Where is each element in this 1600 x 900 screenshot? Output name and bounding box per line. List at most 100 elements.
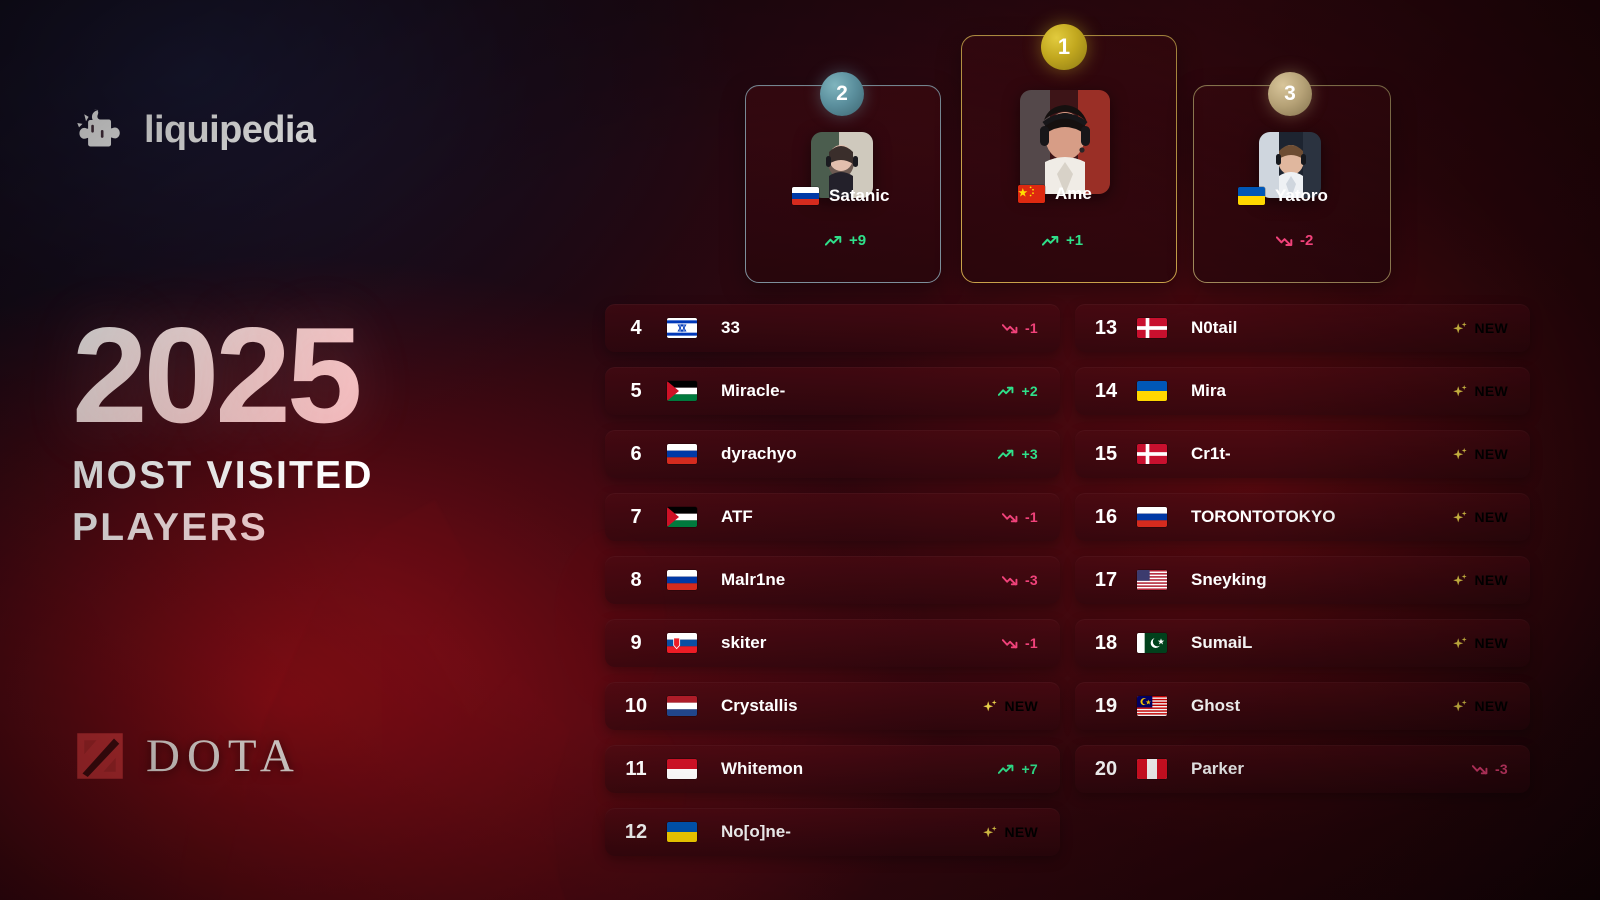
player-name: Sneyking <box>1191 570 1267 589</box>
rank-number: 20 <box>1094 757 1118 780</box>
podium-trend-rank-3: -2 <box>1276 232 1313 249</box>
trend-value: NEW <box>1474 383 1508 399</box>
flag-us-icon <box>1137 570 1167 590</box>
trending-down-icon <box>1471 764 1488 774</box>
avatar-rank-1 <box>1020 90 1110 194</box>
sparkles-icon <box>1453 447 1468 459</box>
ranking-row[interactable]: 20 Parker -3 <box>1075 745 1530 793</box>
trend-value: NEW <box>1474 320 1508 336</box>
ranking-row[interactable]: 11 Whitemon +7 <box>605 745 1060 793</box>
rank-number: 14 <box>1094 379 1118 402</box>
trend-indicator: NEW <box>982 698 1038 714</box>
medal-badge-rank-2: 2 <box>820 72 864 116</box>
trend-value: NEW <box>1474 509 1508 525</box>
player-name: Whitemon <box>721 759 804 778</box>
sparkles-icon <box>1453 384 1468 396</box>
flag-pe-icon <box>1137 759 1167 779</box>
ranking-row[interactable]: 7 ATF -1 <box>605 493 1060 541</box>
rank-number: 5 <box>630 379 642 402</box>
trend-value: +7 <box>1021 761 1038 777</box>
left-hero-panel: liquipedia 2025 MOST VISITED PLAYERS DOT… <box>0 0 600 900</box>
ranking-row[interactable]: 10 Crystallis NEW <box>605 682 1060 730</box>
player-name: ATF <box>721 507 753 526</box>
trending-down-icon <box>1001 323 1018 333</box>
podium-name-rank-2: Satanic <box>792 186 889 206</box>
flag-ua-icon <box>667 822 697 842</box>
player-name: Cr1t- <box>1191 444 1231 463</box>
player-name: Parker <box>1191 759 1244 778</box>
flag-jo-icon <box>667 507 697 527</box>
trend-indicator: +3 <box>998 446 1038 462</box>
player-name: Mira <box>1191 381 1226 400</box>
trend-value: -1 <box>1024 635 1038 651</box>
headline-year: 2025 <box>72 307 374 442</box>
ranking-row[interactable]: 19 Ghost NEW <box>1075 682 1530 730</box>
sparkles-icon <box>1453 636 1468 648</box>
trend-value: +9 <box>849 232 867 249</box>
flag-ua-icon <box>1137 381 1167 401</box>
trend-value: NEW <box>1474 446 1508 462</box>
trend-value: -1 <box>1024 509 1038 525</box>
sparkles-icon <box>1453 321 1468 333</box>
ranking-row[interactable]: 18 SumaiL NEW <box>1075 619 1530 667</box>
trending-down-icon <box>1001 512 1018 522</box>
trend-value: -2 <box>1300 232 1314 249</box>
ranking-row[interactable]: 9 skiter -1 <box>605 619 1060 667</box>
trend-indicator: -1 <box>1001 635 1038 651</box>
rank-number: 19 <box>1094 694 1118 717</box>
flag-pk-icon <box>1137 633 1167 653</box>
ranking-row[interactable]: 8 Malr1ne -3 <box>605 556 1060 604</box>
sparkles-icon <box>983 825 998 837</box>
trend-indicator: NEW <box>1452 635 1508 651</box>
trend-indicator: NEW <box>1452 383 1508 399</box>
rank-number: 10 <box>624 694 648 717</box>
trend-indicator: -1 <box>1001 320 1038 336</box>
trend-indicator: +2 <box>998 383 1038 399</box>
ranking-row[interactable]: 12 No[o]ne- NEW <box>605 808 1060 856</box>
trend-value: -1 <box>1024 320 1038 336</box>
rank-number: 6 <box>630 442 642 465</box>
flag-nl-icon <box>667 696 697 716</box>
rank-number: 4 <box>630 316 642 339</box>
trend-value: NEW <box>1004 824 1038 840</box>
flag-ru-icon <box>792 187 819 205</box>
ranking-row[interactable]: 16 TORONTOTOKYO NEW <box>1075 493 1530 541</box>
trend-indicator: NEW <box>982 824 1038 840</box>
dota-logo-icon <box>77 733 123 779</box>
flag-ru-icon <box>1137 507 1167 527</box>
trend-indicator: NEW <box>1452 572 1508 588</box>
trend-indicator: NEW <box>1452 446 1508 462</box>
ranking-list-right: 13 N0tail NEW 14 Mira NEW 15 Cr1t- NEW 16 TORONTOT… <box>1075 304 1530 808</box>
trend-value: NEW <box>1474 635 1508 651</box>
podium-top3: 2 Satanic +9 <box>735 24 1405 288</box>
ranking-row[interactable]: 6 dyrachyo +3 <box>605 430 1060 478</box>
player-name: Ghost <box>1191 696 1241 715</box>
player-name: Malr1ne <box>721 570 786 589</box>
liquipedia-brand[interactable]: liquipedia <box>72 102 316 158</box>
trend-indicator: +7 <box>998 761 1038 777</box>
flag-my-icon <box>1137 696 1167 716</box>
ranking-row[interactable]: 5 Miracle- +2 <box>605 367 1060 415</box>
trending-up-icon <box>998 386 1014 396</box>
rank-number: 8 <box>630 568 642 591</box>
flag-ru-icon <box>667 444 697 464</box>
brand-name: liquipedia <box>144 108 316 151</box>
ranking-row[interactable]: 17 Sneyking NEW <box>1075 556 1530 604</box>
player-name: TORONTOTOKYO <box>1191 507 1336 526</box>
trending-down-icon <box>1001 638 1018 648</box>
game-name: DOTA <box>146 730 301 782</box>
ranking-row[interactable]: 14 Mira NEW <box>1075 367 1530 415</box>
podium-name-rank-1: Ame <box>1018 184 1092 204</box>
ranking-list-left: 4 33 -1 5 Miracle- +2 6 dyrachyo +3 7 ATF -1 8 Malr1n… <box>605 304 1060 871</box>
trend-value: -3 <box>1494 761 1508 777</box>
trend-value: +1 <box>1066 232 1084 249</box>
ranking-row[interactable]: 15 Cr1t- NEW <box>1075 430 1530 478</box>
flag-ua-icon <box>1238 187 1265 205</box>
ranking-row[interactable]: 13 N0tail NEW <box>1075 304 1530 352</box>
player-name: SumaiL <box>1191 633 1253 652</box>
player-name: Crystallis <box>721 696 798 715</box>
headline-line-2: PLAYERS <box>72 506 374 550</box>
trend-value: NEW <box>1474 572 1508 588</box>
rank-number: 15 <box>1094 442 1118 465</box>
ranking-row[interactable]: 4 33 -1 <box>605 304 1060 352</box>
